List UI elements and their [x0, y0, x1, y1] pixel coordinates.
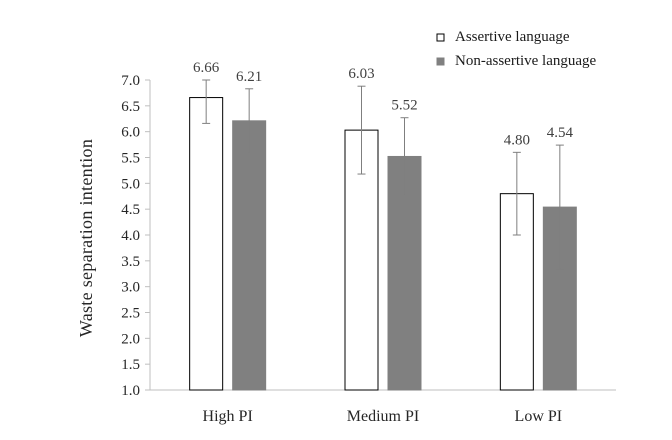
y-tick-label: 2.0 [121, 331, 140, 347]
y-tick-label: 5.5 [121, 151, 140, 167]
legend-label: Assertive language [455, 29, 570, 45]
y-tick-label: 1.5 [121, 357, 140, 373]
x-category-label: Medium PI [347, 408, 419, 425]
data-label: 6.03 [348, 66, 374, 82]
y-tick-label: 5.0 [121, 176, 140, 192]
y-axis-label: Waste separation intention [76, 139, 96, 337]
y-tick-label: 1.0 [121, 383, 140, 399]
bar [232, 120, 267, 391]
legend-swatch [436, 33, 445, 42]
x-category-label: Low PI [515, 408, 563, 425]
y-tick-label: 2.5 [121, 306, 140, 322]
legend: Assertive language Non-assertive language [436, 29, 597, 69]
bar [189, 97, 224, 391]
y-tick-label: 3.5 [121, 254, 140, 270]
y-tick-label: 6.5 [121, 99, 140, 115]
y-axis: 1.0 1.5 2.0 2.5 3.0 3.5 4.0 4.5 5.0 5.5 6.0 6.5 7.0 [121, 73, 151, 399]
y-tick-label: 6.0 [121, 125, 140, 141]
x-category-label: High PI [203, 408, 253, 425]
y-tick-label: 4.0 [121, 228, 140, 244]
legend-label: Non-assertive language [455, 53, 597, 69]
data-label: 6.21 [236, 69, 262, 85]
y-tick-label: 7.0 [121, 73, 140, 89]
data-label: 4.80 [504, 132, 530, 148]
data-label: 6.66 [193, 60, 220, 76]
data-label: 5.52 [391, 98, 417, 114]
bar [344, 129, 379, 391]
legend-swatch [436, 57, 445, 66]
x-axis: High PI Medium PI Low PI [150, 389, 616, 425]
data-label: 4.54 [547, 125, 574, 141]
bars-group: 6.66 6.21 6.03 5.52 4.80 4.54 [189, 60, 577, 391]
y-tick-label: 4.5 [121, 202, 140, 218]
y-tick-label: 3.0 [121, 280, 140, 296]
